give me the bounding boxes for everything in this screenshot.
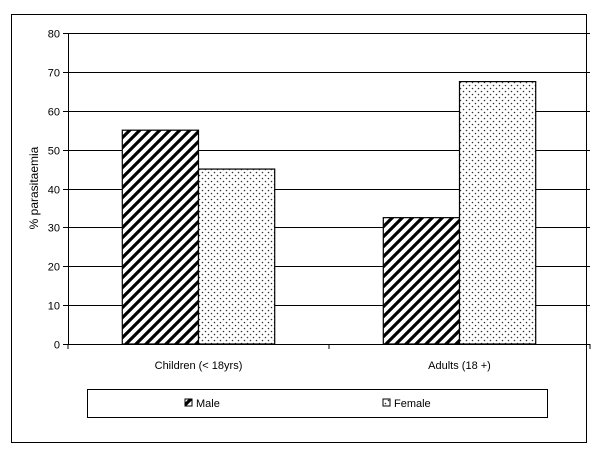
bar-female-0 bbox=[197, 168, 276, 345]
y-tick-label: 30 bbox=[48, 223, 60, 235]
y-tick-label: 70 bbox=[48, 68, 60, 80]
y-tick-label: 50 bbox=[48, 146, 60, 158]
y-tick-label: 80 bbox=[48, 29, 60, 41]
legend-swatch-male bbox=[184, 398, 193, 407]
y-tick-label: 10 bbox=[48, 301, 60, 313]
y-tick-label: 40 bbox=[48, 185, 60, 197]
legend-frame bbox=[87, 389, 548, 418]
x-tick-labels: Children (< 18yrs) Adults (18 +) bbox=[155, 360, 491, 372]
legend-label-male: Male bbox=[196, 398, 220, 410]
y-axis-title: % parasitaemia bbox=[27, 146, 41, 229]
y-tick-label: 20 bbox=[48, 262, 60, 274]
y-tick-label: 0 bbox=[54, 340, 60, 352]
bar-female-1 bbox=[458, 80, 537, 345]
bars bbox=[121, 80, 537, 345]
x-tick-label: Children (< 18yrs) bbox=[155, 360, 243, 372]
y-tick-labels: 0 10 20 30 40 50 60 70 80 bbox=[48, 29, 60, 352]
y-tick-label: 60 bbox=[48, 107, 60, 119]
legend-swatch-female bbox=[382, 398, 391, 407]
x-tick-label: Adults (18 +) bbox=[428, 360, 491, 372]
legend-label-female: Female bbox=[394, 398, 431, 410]
bar-male-0 bbox=[121, 129, 200, 345]
legend: Male Female bbox=[87, 389, 548, 418]
axes bbox=[63, 33, 591, 349]
bar-male-1 bbox=[382, 217, 461, 345]
